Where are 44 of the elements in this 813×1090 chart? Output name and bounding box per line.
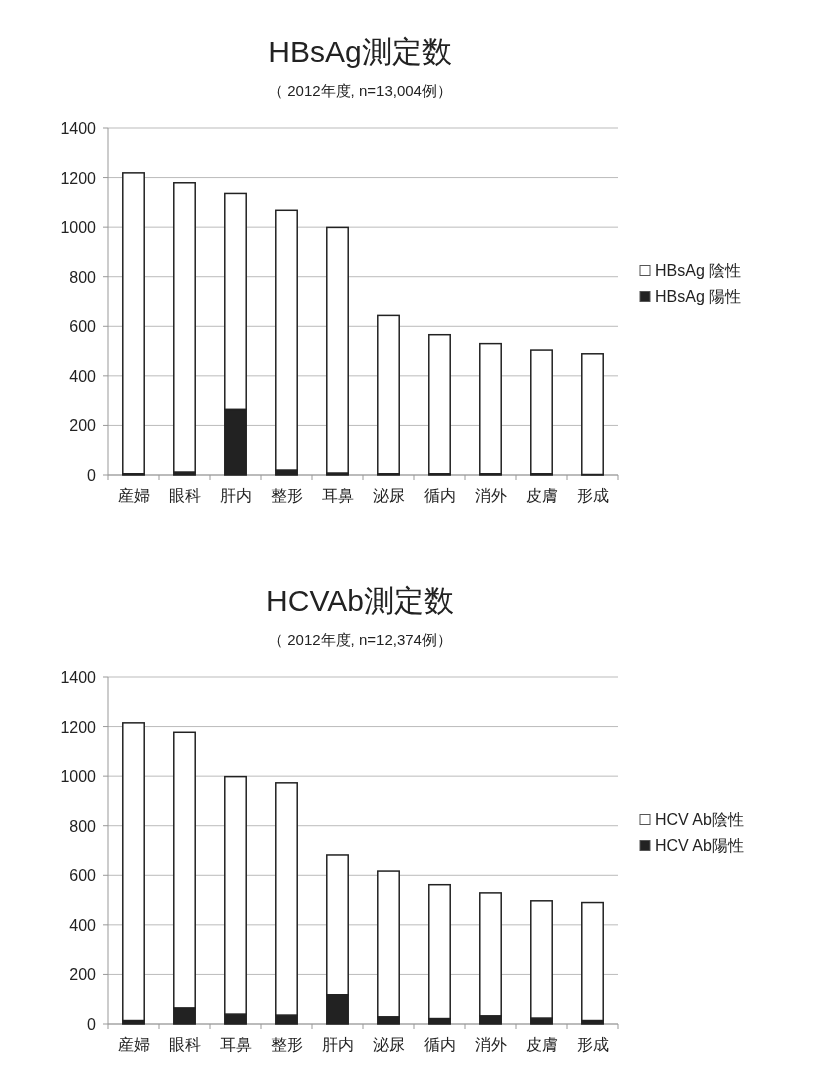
x-tick-label: 耳鼻 bbox=[321, 487, 354, 504]
x-tick-label: 産婦 bbox=[117, 487, 150, 504]
x-tick-label: 耳鼻 bbox=[219, 1036, 252, 1053]
x-tick-label: 眼科 bbox=[168, 487, 201, 504]
x-tick-label: 形成 bbox=[576, 1036, 609, 1053]
x-tick-label: 肝内 bbox=[219, 487, 252, 504]
legend-label: HBsAg 陽性 bbox=[655, 287, 742, 305]
y-tick-label: 0 bbox=[87, 467, 97, 484]
x-tick-label: 消外 bbox=[474, 487, 507, 504]
y-tick-label: 1400 bbox=[60, 669, 97, 686]
x-tick-label: 肝内 bbox=[321, 1036, 354, 1053]
y-tick-label: 1000 bbox=[60, 768, 97, 786]
y-tick-label: 800 bbox=[69, 268, 97, 286]
chart-title: HBsAg測定数 bbox=[268, 35, 452, 68]
x-tick-label: 眼科 bbox=[168, 1036, 201, 1053]
y-tick-label: 1000 bbox=[60, 219, 97, 237]
x-tick-label: 泌尿 bbox=[372, 487, 405, 504]
x-tick-label: 形成 bbox=[576, 487, 609, 504]
x-tick-label: 皮膚 bbox=[525, 1036, 558, 1053]
text: HCV Ab陰性 bbox=[655, 810, 744, 828]
chart-title: HCVAb測定数 bbox=[266, 584, 454, 617]
x-tick-label: 整形 bbox=[270, 487, 303, 504]
y-tick-label: 1200 bbox=[60, 169, 97, 187]
y-tick-label: 800 bbox=[69, 817, 97, 835]
y-tick-label: 1200 bbox=[60, 718, 97, 736]
legend-label: HCV Ab陽性 bbox=[655, 836, 744, 854]
text: HBsAg 陰性 bbox=[655, 261, 742, 279]
x-tick-label: 消外 bbox=[474, 1036, 507, 1053]
chart-subtitle: （ 2012年度, n=13,004例） bbox=[268, 82, 452, 99]
y-tick-label: 600 bbox=[69, 318, 97, 336]
x-tick-label: 循内 bbox=[423, 487, 456, 504]
x-tick-label: 循内 bbox=[423, 1036, 456, 1053]
y-tick-label: 600 bbox=[69, 867, 97, 885]
y-tick-label: 400 bbox=[69, 367, 97, 385]
y-tick-label: 400 bbox=[69, 916, 97, 934]
y-tick-label: 200 bbox=[69, 417, 97, 435]
y-tick-label: 1400 bbox=[60, 120, 97, 137]
chart-subtitle: （ 2012年度, n=12,374例） bbox=[268, 631, 452, 648]
x-tick-label: 整形 bbox=[270, 1036, 303, 1053]
x-tick-label: 泌尿 bbox=[372, 1036, 405, 1053]
y-tick-label: 200 bbox=[69, 966, 97, 984]
x-tick-label: 皮膚 bbox=[525, 487, 558, 504]
y-tick-label: 0 bbox=[87, 1016, 97, 1033]
x-tick-label: 産婦 bbox=[117, 1036, 150, 1053]
